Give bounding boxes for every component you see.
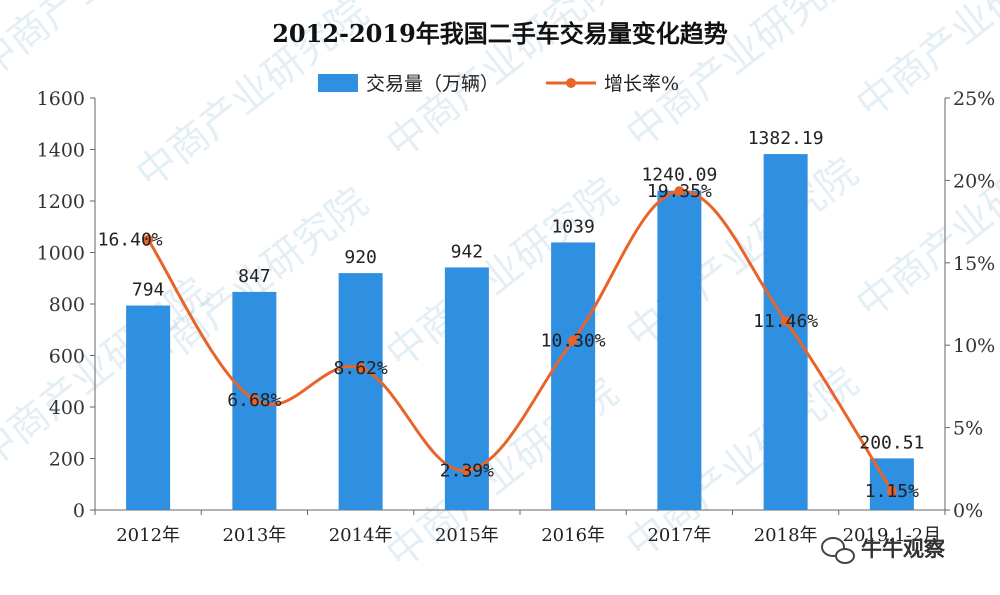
legend-line-label: 增长率% (604, 73, 679, 95)
y-axis-left: 0 200 400 600 800 1000 1200 1400 1600 (37, 88, 96, 522)
y-right-tick-label: 0% (953, 500, 983, 522)
bar-value-label: 942 (451, 241, 484, 262)
legend-bar-swatch (318, 74, 358, 92)
y-left-tick-label: 400 (49, 397, 85, 419)
rate-value-label: 6.68% (227, 390, 281, 411)
x-tick-label: 2017年 (647, 525, 711, 546)
y-right-tick-label: 5% (953, 418, 983, 440)
bar (657, 190, 702, 510)
x-tick-label: 2018年 (754, 525, 818, 546)
line-point (780, 316, 791, 327)
bar-value-label: 1240.09 (641, 165, 717, 186)
brand: 牛牛观察 (821, 537, 946, 564)
y-left-tick-label: 1400 (37, 140, 85, 162)
bar-value-label: 794 (132, 280, 165, 301)
y-right-tick-label: 20% (953, 170, 995, 192)
line-point (461, 465, 472, 476)
y-right-tick-label: 15% (953, 253, 995, 275)
rate-value-label: 16.40% (98, 230, 163, 251)
legend-bar-label: 交易量（万辆） (366, 73, 499, 95)
line-point (355, 362, 366, 373)
x-tick-label: 2016年 (541, 525, 605, 546)
growth-rate-line (146, 189, 894, 492)
rate-value-label: 19.35% (647, 181, 712, 202)
y-left-tick-label: 0 (73, 500, 85, 522)
y-right-tick-label: 10% (953, 335, 995, 357)
bar (126, 305, 171, 510)
y-left-tick-label: 1000 (37, 243, 85, 265)
line-point (143, 234, 154, 245)
x-tick-label: 2012年 (116, 525, 180, 546)
brand-name: 牛牛观察 (861, 537, 946, 561)
y-left-tick-label: 600 (49, 346, 85, 368)
bar-value-label: 920 (344, 247, 377, 268)
watermark-text: 中商产业研究院 (0, 0, 217, 88)
line-point (568, 335, 579, 346)
x-tick-label: 2014年 (329, 525, 393, 546)
watermark-text: 中商产业研究院 (0, 269, 217, 478)
rate-value-label: 10.30% (541, 330, 606, 351)
y-right-tick-label: 25% (953, 88, 995, 110)
x-axis: 2012年 2013年 2014年 2015年 2016年 2017年 2018年 2019.… (94, 509, 946, 546)
x-tick-label: 2013年 (222, 525, 286, 546)
rate-value-label: 2.39% (440, 461, 494, 482)
rate-value-label: 8.62% (334, 358, 388, 379)
rate-value-label: 11.46% (753, 311, 818, 332)
y-axis-right: 0% 5% 10% 15% 20% 25% (944, 88, 995, 522)
chart-title: 2012-2019年我国二手车交易量变化趋势 (272, 19, 728, 48)
y-left-tick-label: 800 (49, 294, 85, 316)
x-tick-label: 2019.1-2月 (843, 525, 942, 546)
bar-value-label: 200.51 (859, 432, 924, 453)
line-point (249, 394, 260, 405)
x-tick-label: 2015年 (435, 525, 499, 546)
bar-value-label: 847 (238, 266, 271, 287)
y-left-tick-label: 1200 (37, 191, 85, 213)
wechat-icon (821, 537, 855, 564)
rate-value-label: 1.15% (865, 481, 919, 502)
bar-value-label: 1039 (551, 216, 594, 237)
y-left-tick-label: 200 (49, 449, 85, 471)
bar-value-label: 1382.19 (748, 128, 824, 149)
bar (338, 273, 383, 510)
legend: 交易量（万辆） 增长率% (318, 73, 679, 95)
bar (551, 242, 596, 510)
line-series (143, 186, 897, 497)
legend-line-marker (566, 78, 576, 88)
data-labels: 794 847 920 942 1039 1240.09 1382.19 200.51 16.4… (98, 128, 925, 502)
y-left-tick-label: 1600 (37, 88, 85, 110)
line-point (674, 186, 685, 197)
bar (763, 154, 808, 511)
watermark-text: 中商产业研究院 (848, 119, 1000, 328)
line-point (886, 486, 897, 497)
